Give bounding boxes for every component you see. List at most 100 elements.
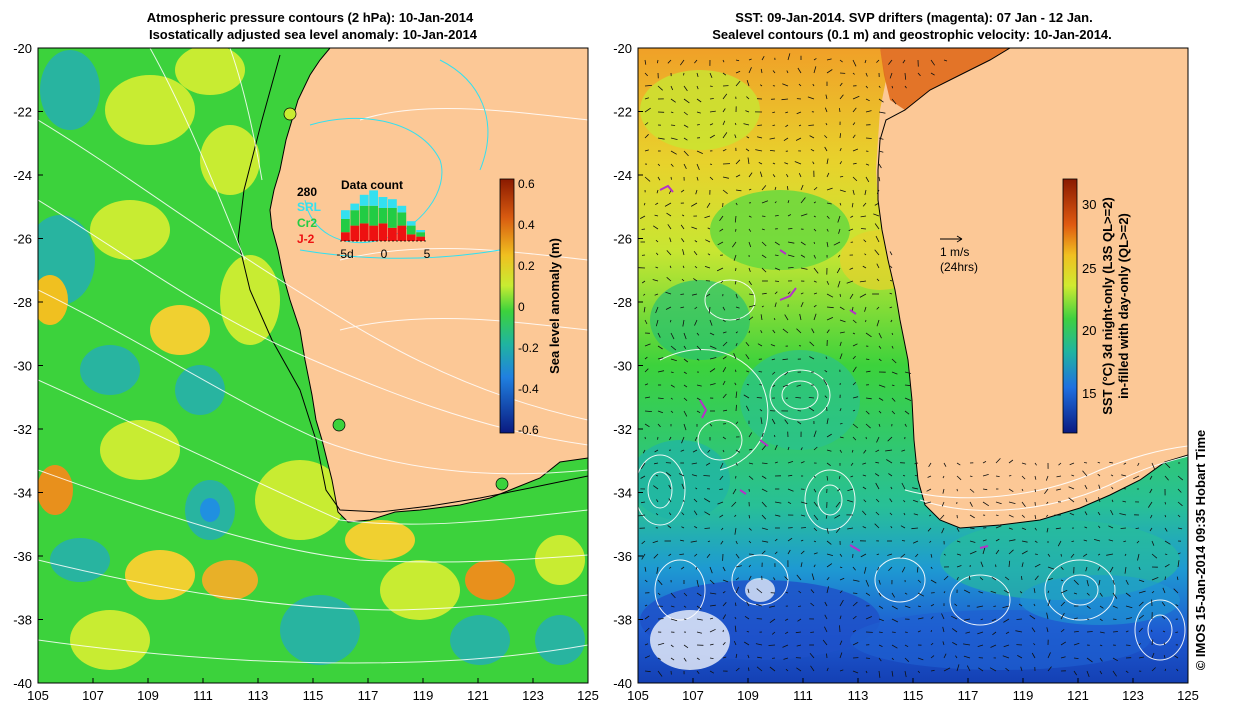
velocity-arrow — [798, 411, 801, 412]
inset-bar-segment-cr2 — [360, 206, 369, 224]
y-tick-label: -34 — [613, 486, 632, 501]
sst-tick-label: 25 — [1082, 261, 1096, 276]
y-tick-label: -36 — [13, 549, 32, 564]
y-tick-label: -26 — [613, 232, 632, 247]
velocity-arrow — [902, 541, 905, 542]
velocity-arrow — [736, 268, 737, 271]
inset-bar-segment-j2 — [350, 226, 359, 241]
velocity-arrow — [769, 645, 776, 646]
velocity-arrow — [749, 554, 754, 555]
tide-gauge-marker — [284, 108, 296, 120]
velocity-arrow — [705, 528, 711, 529]
x-tick-label: 119 — [1013, 688, 1034, 703]
y-tick-label: -30 — [13, 359, 32, 374]
velocity-arrow — [1087, 632, 1093, 633]
x-tick-label: 121 — [467, 688, 489, 703]
x-tick-label: 105 — [627, 688, 649, 703]
inset-bar-segment-srl — [369, 190, 378, 205]
y-tick-label: -24 — [613, 168, 632, 183]
velocity-arrow — [736, 405, 737, 411]
velocity-arrow — [1113, 632, 1118, 633]
sla-tick-label: 0.6 — [518, 177, 535, 191]
sst-tick-label: 20 — [1082, 323, 1096, 338]
y-tick-label: -30 — [613, 359, 632, 374]
velocity-arrow — [866, 138, 872, 139]
x-tick-label: 119 — [413, 688, 434, 703]
velocity-arrow — [684, 619, 686, 620]
left-title-line1: Atmospheric pressure contours (2 hPa): 1… — [147, 10, 474, 25]
velocity-arrow — [827, 654, 828, 658]
inset-bar-segment-srl — [397, 206, 406, 213]
velocity-arrow — [759, 372, 762, 373]
y-tick-label: -22 — [613, 105, 632, 120]
right-title-line1: SST: 09-Jan-2014. SVP drifters (magenta)… — [735, 10, 1092, 25]
velocity-arrow — [1084, 463, 1087, 464]
sla-tick-label: -0.6 — [518, 423, 539, 437]
inset-count: 280 — [297, 185, 317, 199]
inset-xtick: -5d — [336, 247, 353, 261]
y-tick-label: -38 — [613, 613, 632, 628]
velocity-arrow — [736, 476, 737, 479]
velocity-arrow — [1175, 632, 1178, 633]
x-tick-label: 117 — [958, 688, 979, 703]
y-tick-label: -22 — [13, 105, 32, 120]
velocity-arrow — [658, 437, 659, 440]
legend-srl: SRL — [297, 200, 321, 214]
inset-bar-segment-cr2 — [416, 232, 425, 236]
inset-bar-segment-srl — [360, 195, 369, 206]
y-tick-label: -36 — [613, 549, 632, 564]
velocity-arrow — [993, 606, 996, 607]
velocity-arrow — [1061, 554, 1062, 557]
inset-bar-segment-srl — [341, 210, 350, 219]
inset-bar-segment-srl — [350, 204, 359, 211]
right-panel: SST: 09-Jan-2014. SVP drifters (magenta)… — [613, 10, 1199, 703]
inset-bar-segment-cr2 — [388, 208, 397, 228]
x-tick-label: 123 — [1122, 688, 1144, 703]
x-tick-label: 109 — [137, 688, 159, 703]
inset-bar-segment-cr2 — [379, 208, 388, 223]
velocity-arrow — [866, 658, 870, 659]
sla-tick-label: -0.4 — [518, 382, 539, 396]
inset-bar-segment-j2 — [369, 226, 378, 241]
imos-credit: © IMOS 15-Jan-2014 09:35 Hobart Time — [1193, 430, 1208, 671]
velocity-arrow — [1124, 489, 1126, 490]
x-tick-label: 125 — [577, 688, 599, 703]
velocity-arrow — [762, 216, 765, 217]
sst-tick-label: 15 — [1082, 386, 1096, 401]
x-tick-label: 111 — [793, 688, 813, 703]
velocity-arrow — [996, 565, 997, 568]
velocity-arrow — [684, 73, 685, 75]
sla-tick-label: -0.2 — [518, 341, 539, 355]
velocity-arrow — [1113, 619, 1117, 620]
inset-bar-segment-cr2 — [341, 219, 350, 232]
velocity-arrow — [840, 625, 841, 632]
y-tick-label: -26 — [13, 232, 32, 247]
y-tick-label: -20 — [613, 41, 632, 56]
inset-title: Data count — [341, 178, 403, 192]
velocity-arrow — [757, 398, 762, 399]
x-tick-label: 125 — [1177, 688, 1199, 703]
velocity-arrow — [759, 385, 762, 386]
velocity-arrow — [719, 489, 723, 490]
velocity-arrow — [671, 177, 672, 180]
inset-bar-segment-j2 — [379, 223, 388, 241]
velocity-arrow — [892, 632, 896, 633]
sst-tick-label: 30 — [1082, 197, 1096, 212]
x-tick-label: 123 — [522, 688, 544, 703]
velocity-arrow — [642, 229, 645, 230]
velocity-arrow — [1165, 577, 1166, 581]
left-panel: Atmospheric pressure contours (2 hPa): 1… — [13, 10, 599, 703]
x-tick-label: 109 — [737, 688, 759, 703]
inset-bar-segment-j2 — [407, 234, 416, 241]
velocity-arrow — [808, 125, 814, 126]
scale-label-2: (24hrs) — [940, 260, 978, 274]
velocity-arrow — [1017, 619, 1023, 620]
x-tick-label: 115 — [903, 688, 924, 703]
inset-bar-segment-j2 — [416, 237, 425, 241]
inset-bar-segment-srl — [388, 199, 397, 208]
velocity-arrow — [810, 632, 814, 633]
inset-bar-segment-cr2 — [397, 212, 406, 225]
y-tick-label: -38 — [13, 613, 32, 628]
x-tick-label: 121 — [1067, 688, 1089, 703]
